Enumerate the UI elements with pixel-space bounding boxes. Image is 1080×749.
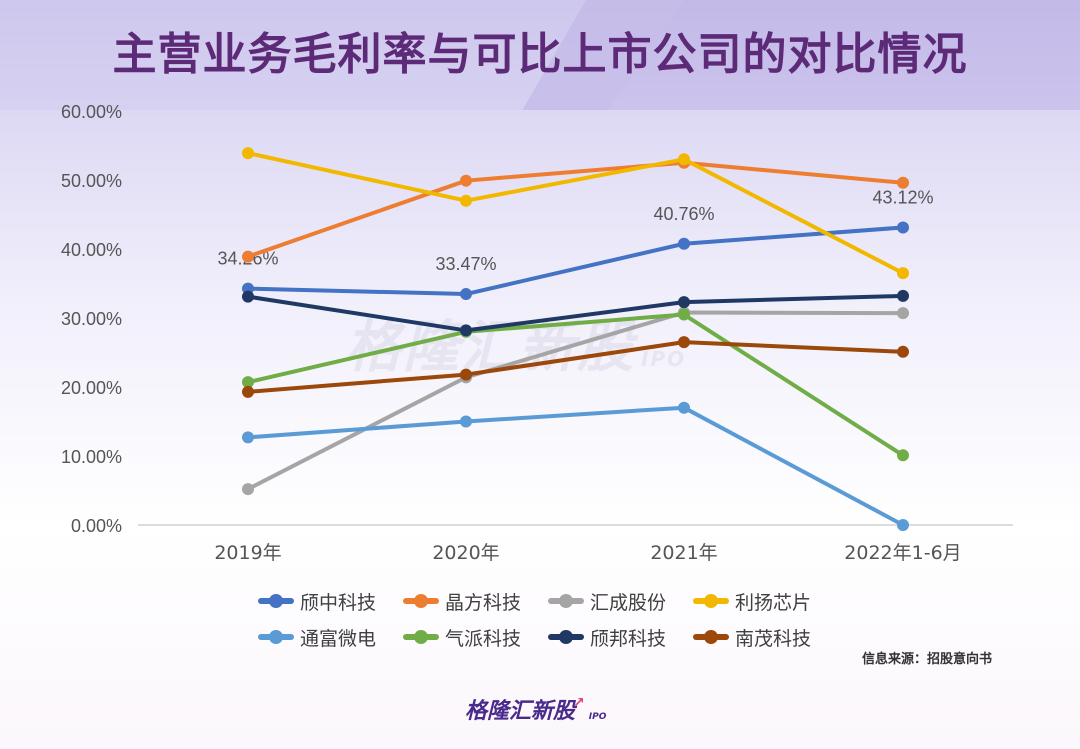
data-point xyxy=(460,415,472,428)
data-point xyxy=(897,176,909,189)
y-tick-label: 20.00% xyxy=(61,378,122,398)
data-point xyxy=(897,345,909,358)
legend-item: 利扬芯片 xyxy=(693,588,838,614)
legend-swatch xyxy=(403,594,439,608)
legend-swatch xyxy=(548,630,584,644)
legend-label: 颀中科技 xyxy=(300,591,377,614)
data-point xyxy=(460,174,472,187)
data-point xyxy=(242,376,254,389)
legend-swatch xyxy=(693,594,729,608)
legend-label: 晶方科技 xyxy=(445,591,522,614)
data-point xyxy=(460,368,472,381)
series-line xyxy=(247,160,904,259)
legend-swatch xyxy=(258,630,294,644)
data-point xyxy=(678,296,690,309)
legend-item: 晶方科技 xyxy=(403,588,548,614)
legend-item: 通富微电 xyxy=(258,624,403,650)
y-tick-label: 10.00% xyxy=(61,447,122,467)
data-point xyxy=(242,431,254,444)
logo-sub: IPO xyxy=(588,712,607,722)
data-point xyxy=(242,385,254,398)
data-label: 33.47% xyxy=(435,254,496,274)
data-point xyxy=(242,483,254,496)
source-note: 信息来源：招股意向书 xyxy=(861,652,992,667)
data-point xyxy=(678,237,690,250)
legend-label: 汇成股份 xyxy=(590,591,667,614)
series-line xyxy=(247,310,904,491)
legend-label: 南茂科技 xyxy=(735,627,812,650)
chart-title: 主营业务毛利率与可比上市公司的对比情况 xyxy=(112,29,968,80)
data-point xyxy=(897,449,909,462)
y-tick-label: 30.00% xyxy=(61,309,122,329)
series-line xyxy=(247,225,904,297)
x-tick-label: 2022年1-6月 xyxy=(844,542,961,564)
legend-label: 气派科技 xyxy=(445,627,522,650)
data-point xyxy=(678,401,690,414)
legend-label: 颀邦科技 xyxy=(590,627,667,650)
y-tick-label: 0.00% xyxy=(71,516,122,536)
data-point xyxy=(897,289,909,302)
y-tick-label: 60.00% xyxy=(61,102,122,122)
data-point xyxy=(678,308,690,321)
data-point xyxy=(897,307,909,320)
legend-item: 颀邦科技 xyxy=(548,624,693,650)
x-tick-label: 2019年 xyxy=(214,542,281,564)
legend-swatch xyxy=(403,630,439,644)
data-point xyxy=(897,221,909,234)
series-line xyxy=(247,312,905,457)
legend-item: 气派科技 xyxy=(403,624,548,650)
data-label: 43.12% xyxy=(872,187,933,207)
legend-item: 南茂科技 xyxy=(693,624,838,650)
legend-label: 利扬芯片 xyxy=(735,591,812,614)
legend-swatch xyxy=(258,594,294,608)
series-line xyxy=(247,340,904,394)
legend-item: 汇成股份 xyxy=(548,588,693,614)
legend-swatch xyxy=(693,630,729,644)
data-point xyxy=(242,250,254,263)
data-point xyxy=(460,288,472,301)
legend-item: 颀中科技 xyxy=(258,588,403,614)
x-tick-label: 2020年 xyxy=(432,542,499,564)
data-point xyxy=(678,153,690,166)
brand-logo: 格隆汇新股 ↗ IPO xyxy=(465,693,606,725)
data-point xyxy=(242,290,254,303)
y-tick-label: 50.00% xyxy=(61,171,122,191)
legend-swatch xyxy=(548,594,584,608)
logo-text: 格隆汇新股 xyxy=(465,699,576,724)
data-point xyxy=(897,267,909,280)
series-line xyxy=(247,293,904,333)
series-line xyxy=(247,151,904,275)
data-point xyxy=(460,324,472,337)
y-tick-label: 40.00% xyxy=(61,240,122,260)
data-point xyxy=(678,336,690,349)
trend-arrow-icon: ↗ xyxy=(573,695,585,711)
x-tick-label: 2021年 xyxy=(650,542,717,564)
data-point xyxy=(897,519,909,531)
series-line xyxy=(247,405,904,527)
chart-legend: 颀中科技 晶方科技 汇成股份 利扬芯片通富微电 气派科技 颀邦科技 南茂科技 xyxy=(258,588,858,650)
legend-label: 通富微电 xyxy=(300,627,377,650)
data-point xyxy=(242,147,254,160)
data-point xyxy=(460,194,472,207)
data-label: 40.76% xyxy=(653,204,714,224)
